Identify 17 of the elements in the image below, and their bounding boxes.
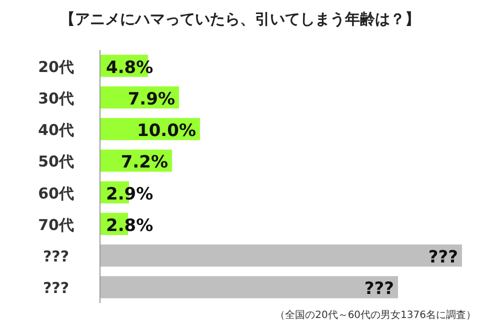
chart-title: 【アニメにハマっていたら、引いてしまう年齢は？】 — [60, 10, 420, 28]
text: （全国の20代～60代の男女1376名に調査） — [275, 309, 476, 321]
y-tick-label: 70代 — [38, 216, 74, 234]
data-label: 10.0% — [137, 121, 196, 142]
y-tick-label: ??? — [42, 279, 70, 298]
y-tick-label: 50代 — [38, 152, 74, 171]
y-tick-label: 60代 — [38, 184, 74, 202]
bar — [100, 244, 462, 267]
data-label: ??? — [364, 279, 394, 300]
y-tick-label: 40代 — [38, 121, 74, 140]
bar — [100, 276, 398, 298]
data-label: ??? — [428, 248, 458, 268]
data-label: 7.2% — [120, 152, 168, 173]
data-label: 7.9% — [128, 89, 175, 110]
y-tick-label: 20代 — [38, 58, 74, 76]
y-tick-label: ??? — [42, 248, 70, 266]
y-tick-label: 30代 — [38, 89, 74, 108]
